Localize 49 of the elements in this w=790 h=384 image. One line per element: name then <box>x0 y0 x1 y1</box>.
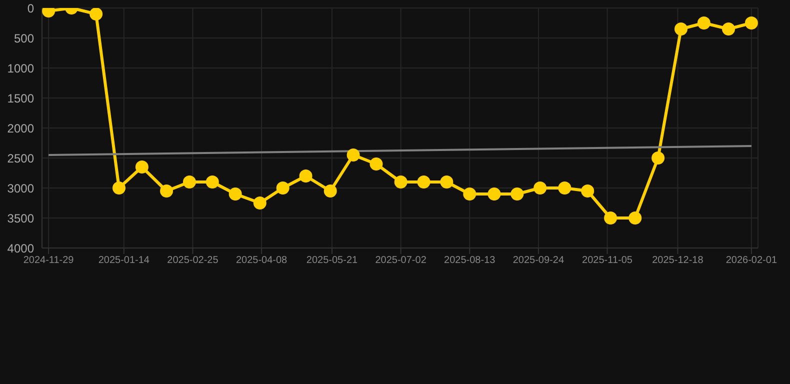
x-tick-label: 2025-11-05 <box>582 255 633 266</box>
x-tick-label: 2025-08-13 <box>444 255 496 266</box>
point <box>697 16 710 30</box>
x-tick-label: 2025-12-18 <box>652 255 704 266</box>
point <box>744 16 758 30</box>
point <box>206 176 219 188</box>
point <box>346 148 360 162</box>
point <box>228 188 242 200</box>
x-tick-label: 2025-07-02 <box>375 255 427 266</box>
point <box>534 182 547 194</box>
point <box>674 22 688 36</box>
x-tick-label: 2025-09-24 <box>512 255 564 266</box>
y-tick-label: 1000 <box>7 61 34 76</box>
point <box>417 176 430 188</box>
y-tick-label: 2000 <box>7 121 34 136</box>
point <box>182 176 196 188</box>
point <box>324 184 337 198</box>
y-tick-label: 3500 <box>7 211 34 226</box>
point <box>394 176 408 188</box>
point <box>370 158 383 170</box>
y-tick-label: 500 <box>14 31 34 46</box>
point <box>253 196 266 210</box>
point <box>90 8 103 20</box>
point <box>722 22 736 36</box>
point <box>581 184 594 198</box>
point <box>652 152 665 164</box>
y-tick-label: 3000 <box>7 181 34 196</box>
x-tick-label: 2024-11-29 <box>23 255 74 266</box>
point <box>135 160 148 174</box>
point <box>488 188 501 200</box>
y-tick-label: 1500 <box>7 91 34 106</box>
point <box>276 182 290 194</box>
point <box>112 182 126 194</box>
point <box>299 170 312 182</box>
x-tick-label: 2025-02-25 <box>167 255 219 266</box>
point <box>628 212 642 224</box>
point <box>510 188 524 200</box>
x-tick-label: 2025-04-08 <box>236 255 288 266</box>
x-tick-label: 2025-01-14 <box>98 255 150 266</box>
point <box>160 184 174 198</box>
point <box>463 188 476 200</box>
y-tick-label: 2500 <box>7 151 34 166</box>
point <box>604 212 618 224</box>
x-tick-label: 2026-02-01 <box>726 255 778 266</box>
x-tick-label: 2025-05-21 <box>306 255 358 266</box>
point <box>558 182 572 194</box>
point <box>440 176 454 188</box>
y-tick-label: 4000 <box>7 241 34 256</box>
y-tick-label: 0 <box>27 1 34 16</box>
